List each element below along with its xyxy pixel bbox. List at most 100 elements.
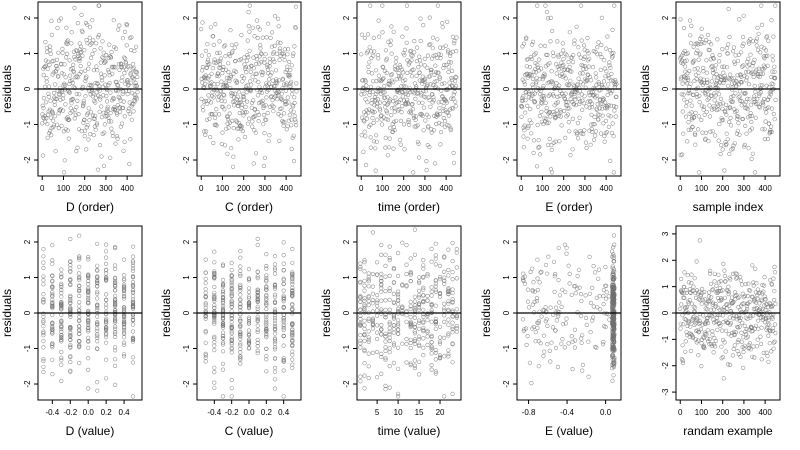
data-point [59,294,64,299]
data-point [590,65,596,70]
data-point [534,164,540,169]
data-point [687,18,693,23]
data-point [701,69,706,74]
data-point [121,331,127,336]
data-point [609,130,615,135]
data-point [376,86,381,91]
data-point [446,348,451,353]
data-point [130,66,135,72]
data-point [68,305,73,310]
data-point [229,268,234,273]
data-point [442,81,447,86]
data-point [707,103,712,108]
data-point [754,36,760,41]
data-point [228,86,233,91]
x-tick-label: 0.0 [600,408,612,417]
data-point [396,292,401,297]
data-point [751,306,757,312]
data-point [379,307,384,312]
data-point [247,48,252,53]
data-point [106,69,111,75]
data-point [370,323,376,328]
data-point [362,260,367,265]
data-point [702,112,707,117]
data-point [246,286,252,291]
data-point [55,66,60,71]
data-point [450,360,455,365]
data-point [766,38,771,43]
data-point [605,34,610,39]
data-point [442,62,447,68]
data-point [722,340,727,345]
data-point [282,58,287,63]
data-point [391,300,397,305]
data-point [433,322,438,327]
data-point [50,343,55,348]
data-point [365,32,371,37]
data-point [125,78,130,83]
data-point [425,82,430,87]
data-point [698,51,703,56]
data-point [404,360,409,365]
data-point [404,262,409,267]
data-point [725,65,730,70]
data-point [52,95,57,100]
y-tick-label: 2 [342,15,351,20]
data-point [77,264,82,269]
data-point [586,51,591,56]
data-point [238,249,243,254]
data-point [287,59,292,65]
data-point [215,50,220,56]
data-point [412,309,418,315]
x-tick-label: 100 [536,184,550,193]
data-point [713,63,719,68]
data-point [449,83,455,88]
data-point [742,343,747,348]
data-point [715,327,720,332]
data-point [543,116,549,121]
data-point [446,48,451,53]
data-point [770,69,775,74]
data-point [761,350,766,356]
data-point [768,130,773,135]
data-point [703,37,709,43]
data-point [374,91,379,97]
data-point [370,301,376,306]
y-axis-title: residuals [479,65,493,113]
data-point [763,48,769,53]
data-point [285,52,290,57]
data-point [379,278,384,283]
data-point [381,65,386,70]
x-tick-label: 300 [99,184,113,193]
data-point [573,103,579,108]
y-tick-label: -2 [661,156,670,164]
data-point [103,242,109,247]
data-point [382,95,388,100]
data-point [383,145,388,150]
data-point [274,51,280,56]
data-point [574,130,580,135]
data-point [411,113,416,118]
data-point [746,343,751,348]
data-point [710,300,716,305]
data-point [530,326,535,331]
data-point [396,298,401,303]
data-point [541,333,547,338]
data-point [225,114,230,119]
data-point [41,292,46,297]
data-point [375,97,380,102]
data-point [689,110,694,115]
data-point [201,108,206,113]
data-point [744,307,750,312]
data-point [685,139,690,144]
data-point [200,68,205,73]
data-point [52,99,57,104]
data-point [130,304,136,310]
data-point [546,142,551,147]
data-point [109,49,114,55]
data-point [264,335,269,340]
data-point [385,110,390,115]
y-tick-label: -2 [23,156,32,164]
data-point [585,35,590,41]
